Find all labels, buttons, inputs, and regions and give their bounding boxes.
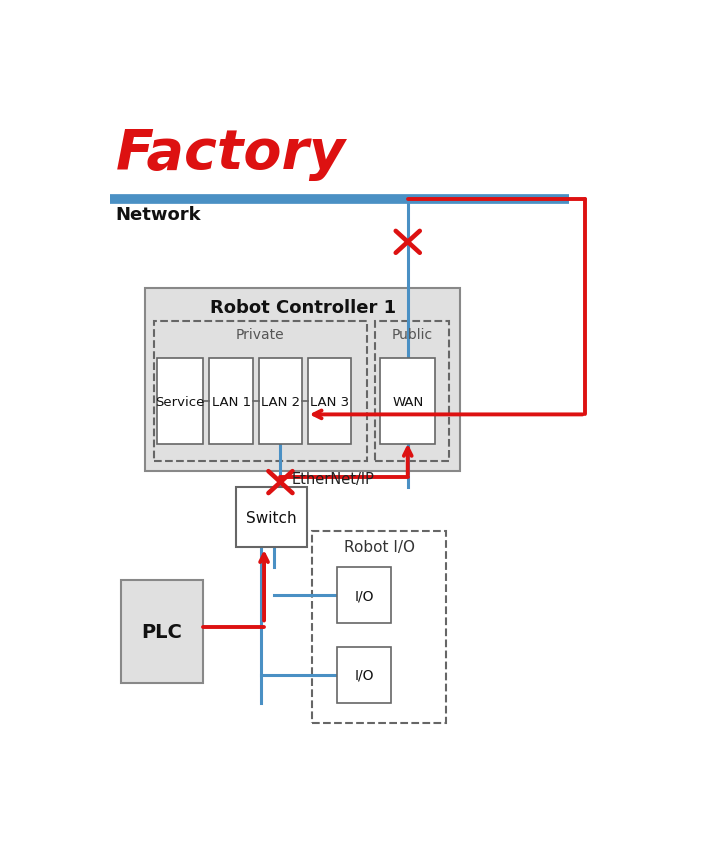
Bar [209,358,253,445]
Text: I/O: I/O [355,668,374,682]
Bar [375,322,449,461]
Bar [312,531,446,723]
Text: Network: Network [116,206,201,224]
Bar [308,358,352,445]
Text: LAN 2: LAN 2 [261,395,300,408]
Bar [121,580,203,684]
Text: Public: Public [391,327,432,342]
Bar [145,289,460,471]
Text: Robot Controller 1: Robot Controller 1 [209,299,396,317]
Text: Private: Private [236,327,285,342]
Text: EtherNet/IP: EtherNet/IP [291,472,374,486]
Bar [337,567,391,623]
Bar [259,358,302,445]
Text: Switch: Switch [246,511,297,525]
Bar [157,358,204,445]
Text: PLC: PLC [142,623,183,641]
Text: WAN: WAN [392,395,424,408]
Bar [337,647,391,703]
Bar [235,488,307,548]
Text: LAN 3: LAN 3 [310,395,349,408]
Text: I/O: I/O [355,589,374,603]
Bar [154,322,367,461]
Text: Robot I/O: Robot I/O [343,539,415,554]
Bar [381,358,435,445]
Text: LAN 1: LAN 1 [212,395,251,408]
Text: Service: Service [156,395,205,408]
Text: Factory: Factory [116,127,345,181]
